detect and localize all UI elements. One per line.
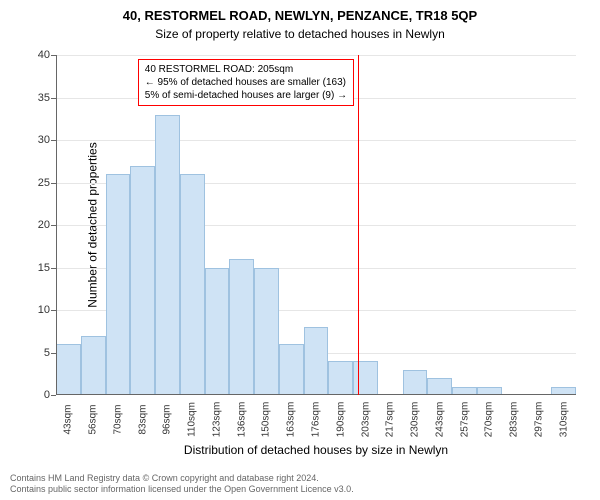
x-tick-label: 230sqm [410,402,421,438]
x-tick-label: 310sqm [558,402,569,438]
x-tick-label: 83sqm [137,404,148,434]
chart-container: 40, RESTORMEL ROAD, NEWLYN, PENZANCE, TR… [0,0,600,500]
x-tick-label: 176sqm [311,402,322,438]
x-tick-label: 190sqm [335,402,346,438]
y-tick-label: 20 [26,219,50,231]
x-tick-label: 43sqm [63,404,74,434]
y-tick-label: 40 [26,49,50,61]
y-tick-label: 35 [26,92,50,104]
x-tick-label: 70sqm [112,404,123,434]
x-axis-label: Distribution of detached houses by size … [184,443,448,457]
x-tick-label: 270sqm [484,402,495,438]
plot-area: Number of detached properties 0510152025… [56,55,576,395]
x-tick-label: 257sqm [459,402,470,438]
footer: Contains HM Land Registry data © Crown c… [10,473,354,496]
x-axis: 43sqm56sqm70sqm83sqm96sqm110sqm123sqm136… [56,55,576,395]
x-tick-label: 56sqm [88,404,99,434]
x-tick-label: 217sqm [385,402,396,438]
x-tick-label: 163sqm [286,402,297,438]
annotation-line-1: 40 RESTORMEL ROAD: 205sqm [145,63,347,76]
x-tick-label: 123sqm [211,402,222,438]
y-tick-label: 5 [26,347,50,359]
annotation-line-3: 5% of semi-detached houses are larger (9… [145,89,347,102]
y-tick-label: 0 [26,389,50,401]
footer-line-2: Contains public sector information licen… [10,484,354,496]
x-tick-label: 283sqm [509,402,520,438]
chart-subtitle: Size of property relative to detached ho… [0,23,600,41]
annotation-box: 40 RESTORMEL ROAD: 205sqm ← 95% of detac… [138,59,354,106]
y-tick-mark [51,395,56,396]
y-tick-label: 10 [26,304,50,316]
chart-title: 40, RESTORMEL ROAD, NEWLYN, PENZANCE, TR… [0,0,600,23]
y-tick-label: 15 [26,262,50,274]
x-tick-label: 150sqm [261,402,272,438]
y-tick-label: 25 [26,177,50,189]
x-tick-label: 243sqm [434,402,445,438]
reference-line [358,55,359,395]
footer-line-1: Contains HM Land Registry data © Crown c… [10,473,354,485]
x-tick-label: 136sqm [236,402,247,438]
x-tick-label: 297sqm [533,402,544,438]
annotation-line-2: ← 95% of detached houses are smaller (16… [145,76,347,89]
x-tick-label: 203sqm [360,402,371,438]
y-tick-label: 30 [26,134,50,146]
x-tick-label: 96sqm [162,404,173,434]
x-tick-label: 110sqm [187,402,198,437]
